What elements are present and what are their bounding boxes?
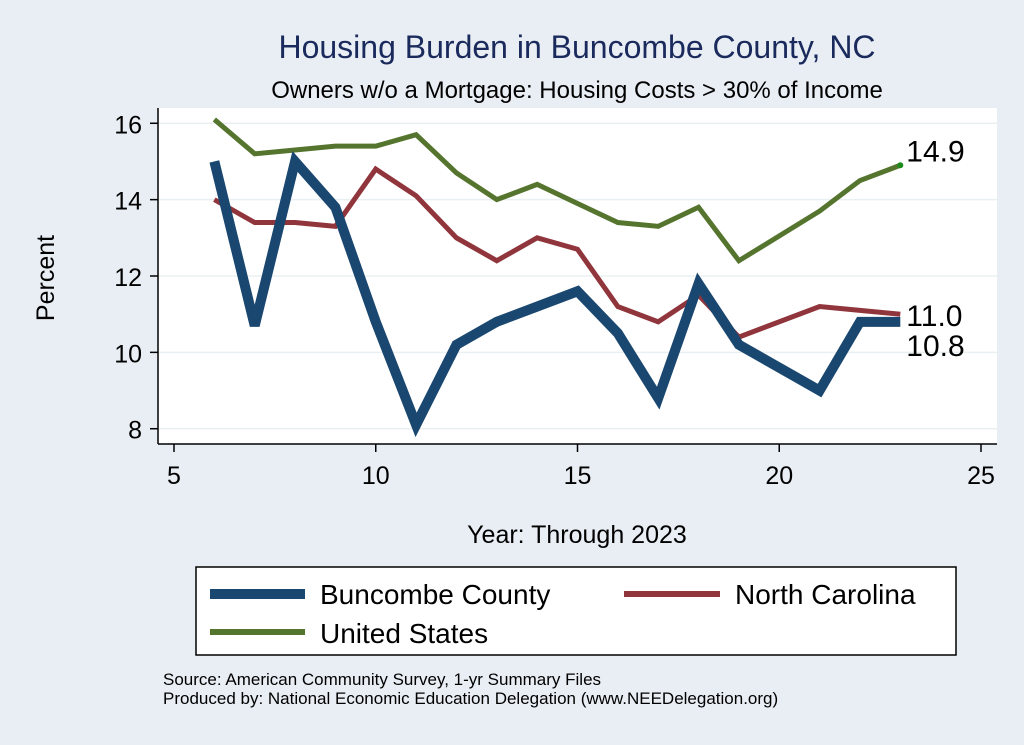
end-label: 14.9 bbox=[906, 135, 964, 168]
y-tick-label: 8 bbox=[128, 417, 142, 445]
legend: Buncombe County North Carolina United St… bbox=[195, 566, 957, 656]
legend-label-buncombe: Buncombe County bbox=[320, 579, 550, 610]
series-line-us bbox=[212, 117, 902, 265]
series-line-buncombe bbox=[209, 150, 901, 438]
y-tick-label: 14 bbox=[114, 188, 142, 216]
legend-box bbox=[195, 566, 957, 656]
legend-label-nc: North Carolina bbox=[735, 579, 916, 610]
axes: 8 10 12 14 16 5 10 15 20 25 bbox=[114, 108, 997, 490]
end-labels: 10.811.0 14.9 bbox=[906, 135, 964, 363]
series-line-nc bbox=[213, 165, 901, 341]
y-tick-label: 12 bbox=[114, 264, 142, 292]
x-tick-label: 20 bbox=[765, 462, 793, 490]
x-tick-label: 25 bbox=[967, 462, 995, 490]
end-label: 11.0 bbox=[906, 300, 962, 333]
source-note: Source: American Community Survey, 1-yr … bbox=[163, 670, 778, 708]
y-axis-label: Percent bbox=[32, 235, 60, 321]
legend-label-us: United States bbox=[320, 618, 488, 649]
x-tick-label: 5 bbox=[167, 462, 181, 490]
producer-line: Produced by: National Economic Education… bbox=[163, 689, 779, 708]
source-line: Source: American Community Survey, 1-yr … bbox=[163, 670, 602, 689]
y-tick-label: 10 bbox=[114, 340, 142, 368]
x-tick-label: 15 bbox=[564, 462, 592, 490]
end-label: 10.8 bbox=[906, 330, 964, 363]
gridlines bbox=[158, 122, 997, 430]
series-layer bbox=[209, 117, 904, 438]
x-axis-label: Year: Through 2023 bbox=[467, 521, 687, 549]
chart-title: Housing Burden in Buncombe County, NC bbox=[278, 29, 875, 65]
chart-subtitle: Owners w/o a Mortgage: Housing Costs > 3… bbox=[271, 77, 883, 104]
end-point-marker bbox=[897, 162, 904, 169]
x-tick-label: 10 bbox=[362, 462, 390, 490]
y-tick-label: 16 bbox=[114, 111, 142, 139]
